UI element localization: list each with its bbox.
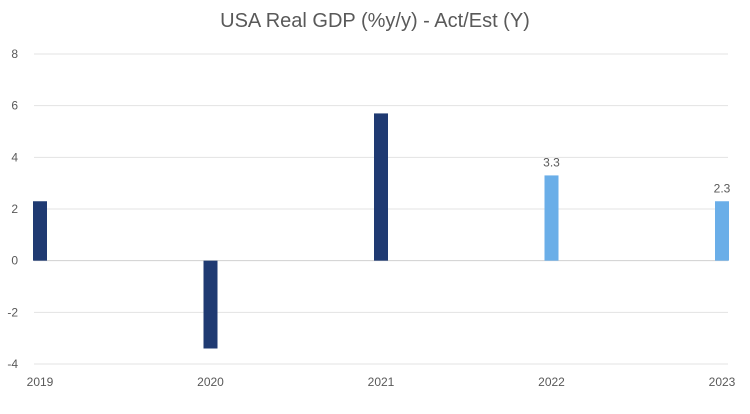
y-tick-label: 0 (11, 254, 18, 268)
x-tick-label: 2023 (709, 375, 736, 389)
y-tick-label: -4 (7, 357, 18, 371)
label-layer: 3.3 2.3 (543, 155, 731, 195)
y-tick-label: 8 (11, 47, 18, 61)
bar-2022 (544, 175, 559, 261)
x-tick-label: 2020 (197, 375, 224, 389)
y-tick-label: 6 (11, 99, 18, 113)
bar-2019 (33, 201, 47, 261)
data-label-2022: 3.3 (543, 155, 560, 169)
chart-title: USA Real GDP (%y/y) - Act/Est (Y) (220, 10, 530, 32)
data-label-2023: 2.3 (714, 181, 731, 195)
x-tick-label: 2022 (538, 375, 565, 389)
bar-layer (33, 113, 729, 349)
y-axis: -4 -2 0 2 4 6 8 (7, 47, 18, 371)
bar-2020 (203, 260, 218, 349)
bar-2023 (715, 201, 729, 261)
y-tick-label: -2 (7, 305, 18, 319)
y-tick-label: 4 (11, 150, 18, 164)
x-tick-label: 2019 (27, 375, 54, 389)
x-tick-label: 2021 (368, 375, 395, 389)
bar-2021 (374, 113, 388, 261)
y-tick-label: 2 (11, 202, 18, 216)
x-axis: 2019 2020 2021 2022 2023 (27, 375, 736, 389)
